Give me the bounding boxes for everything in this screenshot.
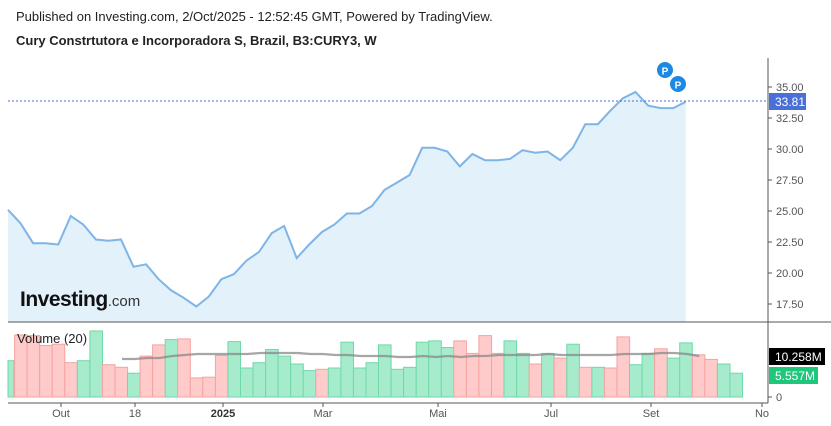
- volume-bar: [352, 367, 367, 398]
- volume-bar: [453, 340, 467, 398]
- volume-bar: [214, 354, 229, 398]
- svg-text:2025: 2025: [211, 408, 235, 420]
- price-axis-ticks: 17.50 20.00 22.50 25.00 27.50 30.00 32.50 35.00: [768, 82, 804, 311]
- volume-bar: [729, 372, 744, 398]
- volume-bar: [528, 363, 543, 398]
- volume-bar: [491, 352, 505, 398]
- volume-bar: [553, 357, 568, 398]
- volume-bar: [265, 349, 279, 398]
- volume-bar: [691, 354, 706, 398]
- svg-text:Mar: Mar: [314, 408, 333, 420]
- svg-text:18: 18: [129, 408, 141, 420]
- volume-bar: [390, 368, 405, 398]
- published-note: Published on Investing.com, 2/Oct/2025 -…: [16, 9, 493, 24]
- svg-text:P: P: [675, 81, 682, 92]
- volume-bar: [7, 360, 15, 398]
- volume-bar: [666, 357, 681, 398]
- volume-bar: [578, 366, 593, 398]
- volume-bar: [654, 348, 668, 398]
- volume-bar: [277, 355, 292, 398]
- svg-text:17.50: 17.50: [776, 299, 804, 311]
- volume-bar: [227, 341, 241, 398]
- volume-bar: [76, 360, 91, 398]
- volume-bar: [240, 367, 254, 398]
- volume-bar: [629, 364, 643, 398]
- volume-bar: [616, 336, 631, 398]
- svg-text:27.50: 27.50: [776, 175, 804, 187]
- volume-bar: [704, 358, 718, 398]
- volume-bar: [679, 342, 693, 398]
- volume-bar: [39, 345, 53, 398]
- svg-text:10.258M: 10.258M: [775, 350, 822, 364]
- last-price-badge: 33.81: [769, 93, 806, 110]
- marker-p-icon[interactable]: [670, 76, 686, 92]
- svg-text:20.00: 20.00: [776, 268, 804, 280]
- volume-bar: [290, 363, 304, 398]
- svg-text:P: P: [662, 67, 669, 78]
- volume-bar: [189, 377, 204, 398]
- svg-text:33.81: 33.81: [775, 95, 805, 109]
- symbol-title: Cury Constrtutora e Incorporadora S, Bra…: [16, 33, 377, 48]
- volume-bar: [541, 352, 555, 398]
- volume-bar: [641, 352, 656, 398]
- volume-bar: [101, 364, 116, 398]
- volume-bar: [365, 362, 380, 398]
- last-volume-badge: 5.557M: [769, 367, 818, 384]
- dividend-markers[interactable]: P P: [657, 62, 686, 92]
- volume-bar: [716, 363, 731, 398]
- volume-bar: [202, 376, 216, 398]
- svg-text:30.00: 30.00: [776, 144, 804, 156]
- volume-bar: [603, 367, 618, 398]
- volume-bar: [327, 367, 342, 398]
- price-series: [7, 90, 687, 322]
- marker-p-icon[interactable]: [657, 62, 673, 78]
- volume-bar: [478, 335, 492, 398]
- volume-bar: [403, 366, 417, 398]
- volume-bar: [64, 362, 78, 398]
- svg-text:Mai: Mai: [429, 408, 447, 420]
- volume-bar: [566, 343, 580, 398]
- volume-bar: [465, 352, 480, 398]
- volume-bar: [114, 366, 129, 398]
- volume-bar: [127, 372, 141, 398]
- volume-bar: [89, 330, 104, 398]
- volume-bar: [591, 366, 606, 398]
- svg-text:22.50: 22.50: [776, 237, 804, 249]
- investing-logo: Investing.com: [20, 288, 141, 311]
- volume-ma-line: [122, 351, 700, 361]
- volume-bar: [378, 344, 392, 398]
- volume-bar: [516, 352, 530, 398]
- volume-bar: [252, 362, 267, 398]
- svg-text:No: No: [755, 408, 769, 420]
- volume-legend: Volume (20): [17, 331, 88, 346]
- svg-text:32.50: 32.50: [776, 113, 804, 125]
- volume-bar: [503, 340, 518, 398]
- volume-ma-badge: 10.258M: [769, 348, 825, 365]
- svg-text:35.00: 35.00: [776, 82, 804, 94]
- volume-bar: [428, 340, 442, 398]
- time-axis-ticks: Out 18 2025 Mar Mai Jul Set No: [52, 403, 769, 420]
- volume-bar: [51, 343, 66, 398]
- volume-bar: [415, 341, 430, 398]
- volume-bar: [152, 344, 166, 398]
- volume-bar: [164, 339, 179, 398]
- svg-text:5.557M: 5.557M: [775, 369, 815, 383]
- price-area: [8, 92, 686, 322]
- volume-zero-label: 0: [776, 392, 782, 404]
- volume-bar: [340, 341, 354, 398]
- volume-bar: [315, 368, 329, 398]
- svg-text:Out: Out: [52, 408, 70, 420]
- svg-text:Set: Set: [643, 408, 660, 420]
- volume-series: [7, 330, 744, 398]
- volume-bar: [302, 370, 317, 398]
- volume-bar: [177, 338, 191, 398]
- volume-bar: [139, 355, 154, 398]
- volume-bar: [440, 347, 455, 398]
- svg-text:Jul: Jul: [544, 408, 558, 420]
- svg-text:25.00: 25.00: [776, 206, 804, 218]
- price-line: [7, 90, 687, 308]
